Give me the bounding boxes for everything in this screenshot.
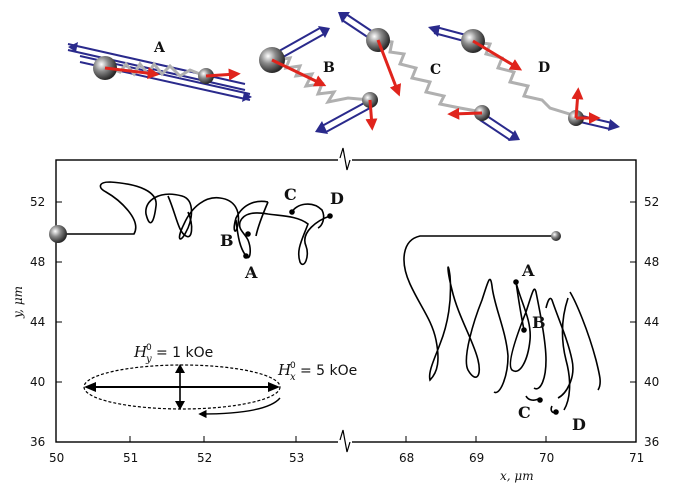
trajectory-path	[291, 203, 325, 229]
marker-dot	[245, 231, 251, 237]
moment-arrow	[571, 87, 584, 119]
arrowhead-icon	[428, 25, 440, 37]
x-tick-label: 50	[49, 451, 64, 465]
axis-break-icon	[339, 147, 351, 171]
marker-dot	[243, 253, 249, 259]
svg-text:0: 0	[290, 361, 296, 371]
trajectory-label-right-a: A	[521, 261, 535, 280]
dimer-panel-b: B	[259, 26, 378, 134]
y-tick-label: 48	[30, 255, 45, 269]
x-tick-label: 53	[289, 451, 304, 465]
trajectory-path	[569, 291, 601, 391]
y-tick-label: 44	[644, 315, 659, 329]
ticks	[55, 201, 637, 443]
panel-label-b: B	[323, 60, 335, 76]
spring-icon	[377, 38, 483, 114]
svg-text:y: y	[145, 354, 152, 365]
marker-dot	[327, 213, 333, 219]
dimer-panel-c: C	[338, 12, 520, 141]
trajectory-path	[167, 195, 193, 238]
arrowhead-icon	[68, 42, 78, 52]
panel-label-a: A	[153, 40, 166, 56]
trajectory-label-right-b: B	[532, 313, 546, 332]
y-tick-label: 40	[644, 375, 659, 389]
trajectory-label-right-c: C	[518, 403, 531, 422]
dimer-panel-d: D	[428, 25, 620, 131]
trajectory-path	[509, 281, 547, 390]
particle-icon	[49, 225, 67, 243]
moment-arrow	[472, 39, 523, 71]
y-tick-label: 48	[644, 255, 659, 269]
trajectory-label-left-b: B	[220, 231, 234, 250]
y-tick-label: 40	[30, 375, 45, 389]
hy-value: = 1 kOe	[156, 345, 213, 361]
trajectory-path	[58, 181, 269, 240]
trajectory-path	[561, 297, 571, 411]
y-tick-label: 52	[644, 195, 659, 209]
marker-dot	[289, 209, 295, 215]
spring-icon	[473, 40, 577, 118]
trajectory-label-left-c: C	[284, 185, 297, 204]
trajectory-path	[235, 212, 331, 266]
marker-dot	[513, 279, 519, 285]
plot-frame	[55, 147, 637, 453]
arrowhead-icon	[318, 26, 330, 38]
moment-arrow	[104, 66, 160, 80]
moment-arrow	[376, 39, 402, 97]
moment-arrow	[205, 68, 241, 81]
y-tick-label: 44	[30, 315, 45, 329]
field-ellipse-diagram: H y 0 = 1 kOe H x 0 = 5 kOe	[83, 343, 357, 419]
svg-text:0: 0	[146, 343, 152, 353]
moment-arrow	[365, 99, 378, 131]
trajectory-path	[515, 281, 525, 331]
trajectories-left	[49, 181, 333, 266]
trajectory-label-left-a: A	[244, 263, 258, 282]
hx-symbol: H	[277, 361, 292, 379]
trajectory-label-right-d: D	[572, 415, 586, 434]
axis-break-icon	[339, 429, 351, 453]
svg-text:x: x	[290, 372, 296, 383]
hx-value: = 5 kOe	[300, 363, 357, 379]
trajectory-path	[403, 235, 556, 394]
y-tick-label: 36	[644, 435, 659, 449]
trajectory-label-left-d: D	[330, 189, 344, 208]
arrowhead-icon	[84, 382, 96, 392]
x-tick-label: 52	[197, 451, 212, 465]
y-tick-labels-right: 36 40 44 48 52	[644, 195, 659, 449]
x-tick-label: 69	[469, 451, 484, 465]
marker-dot	[553, 409, 559, 415]
y-tick-label: 36	[30, 435, 45, 449]
rotation-arrow	[198, 397, 281, 419]
panel-label-c: C	[430, 62, 441, 78]
hy-symbol: H	[133, 343, 148, 361]
dimer-panel-a: A	[67, 40, 252, 102]
x-tick-label: 70	[539, 451, 554, 465]
y-tick-labels-left: 36 40 44 48 52	[30, 195, 45, 449]
marker-dot	[537, 397, 543, 403]
particle-icon	[551, 231, 561, 241]
moment-arrow	[447, 107, 483, 120]
arrowhead-icon	[268, 382, 280, 392]
x-tick-label: 71	[629, 451, 644, 465]
panel-label-d: D	[538, 60, 550, 76]
y-axis-label: y, μm	[11, 286, 25, 319]
trajectory-path	[255, 201, 269, 237]
y-tick-label: 52	[30, 195, 45, 209]
arrowhead-icon	[338, 12, 350, 23]
x-tick-label: 51	[123, 451, 138, 465]
x-tick-labels: 50 51 52 53 68 69 70 71	[49, 451, 644, 465]
x-axis-label: x, μm	[500, 469, 534, 483]
trajectories-right	[403, 231, 601, 415]
x-tick-label: 68	[399, 451, 414, 465]
moment-arrow	[271, 58, 327, 87]
marker-dot	[521, 327, 527, 333]
